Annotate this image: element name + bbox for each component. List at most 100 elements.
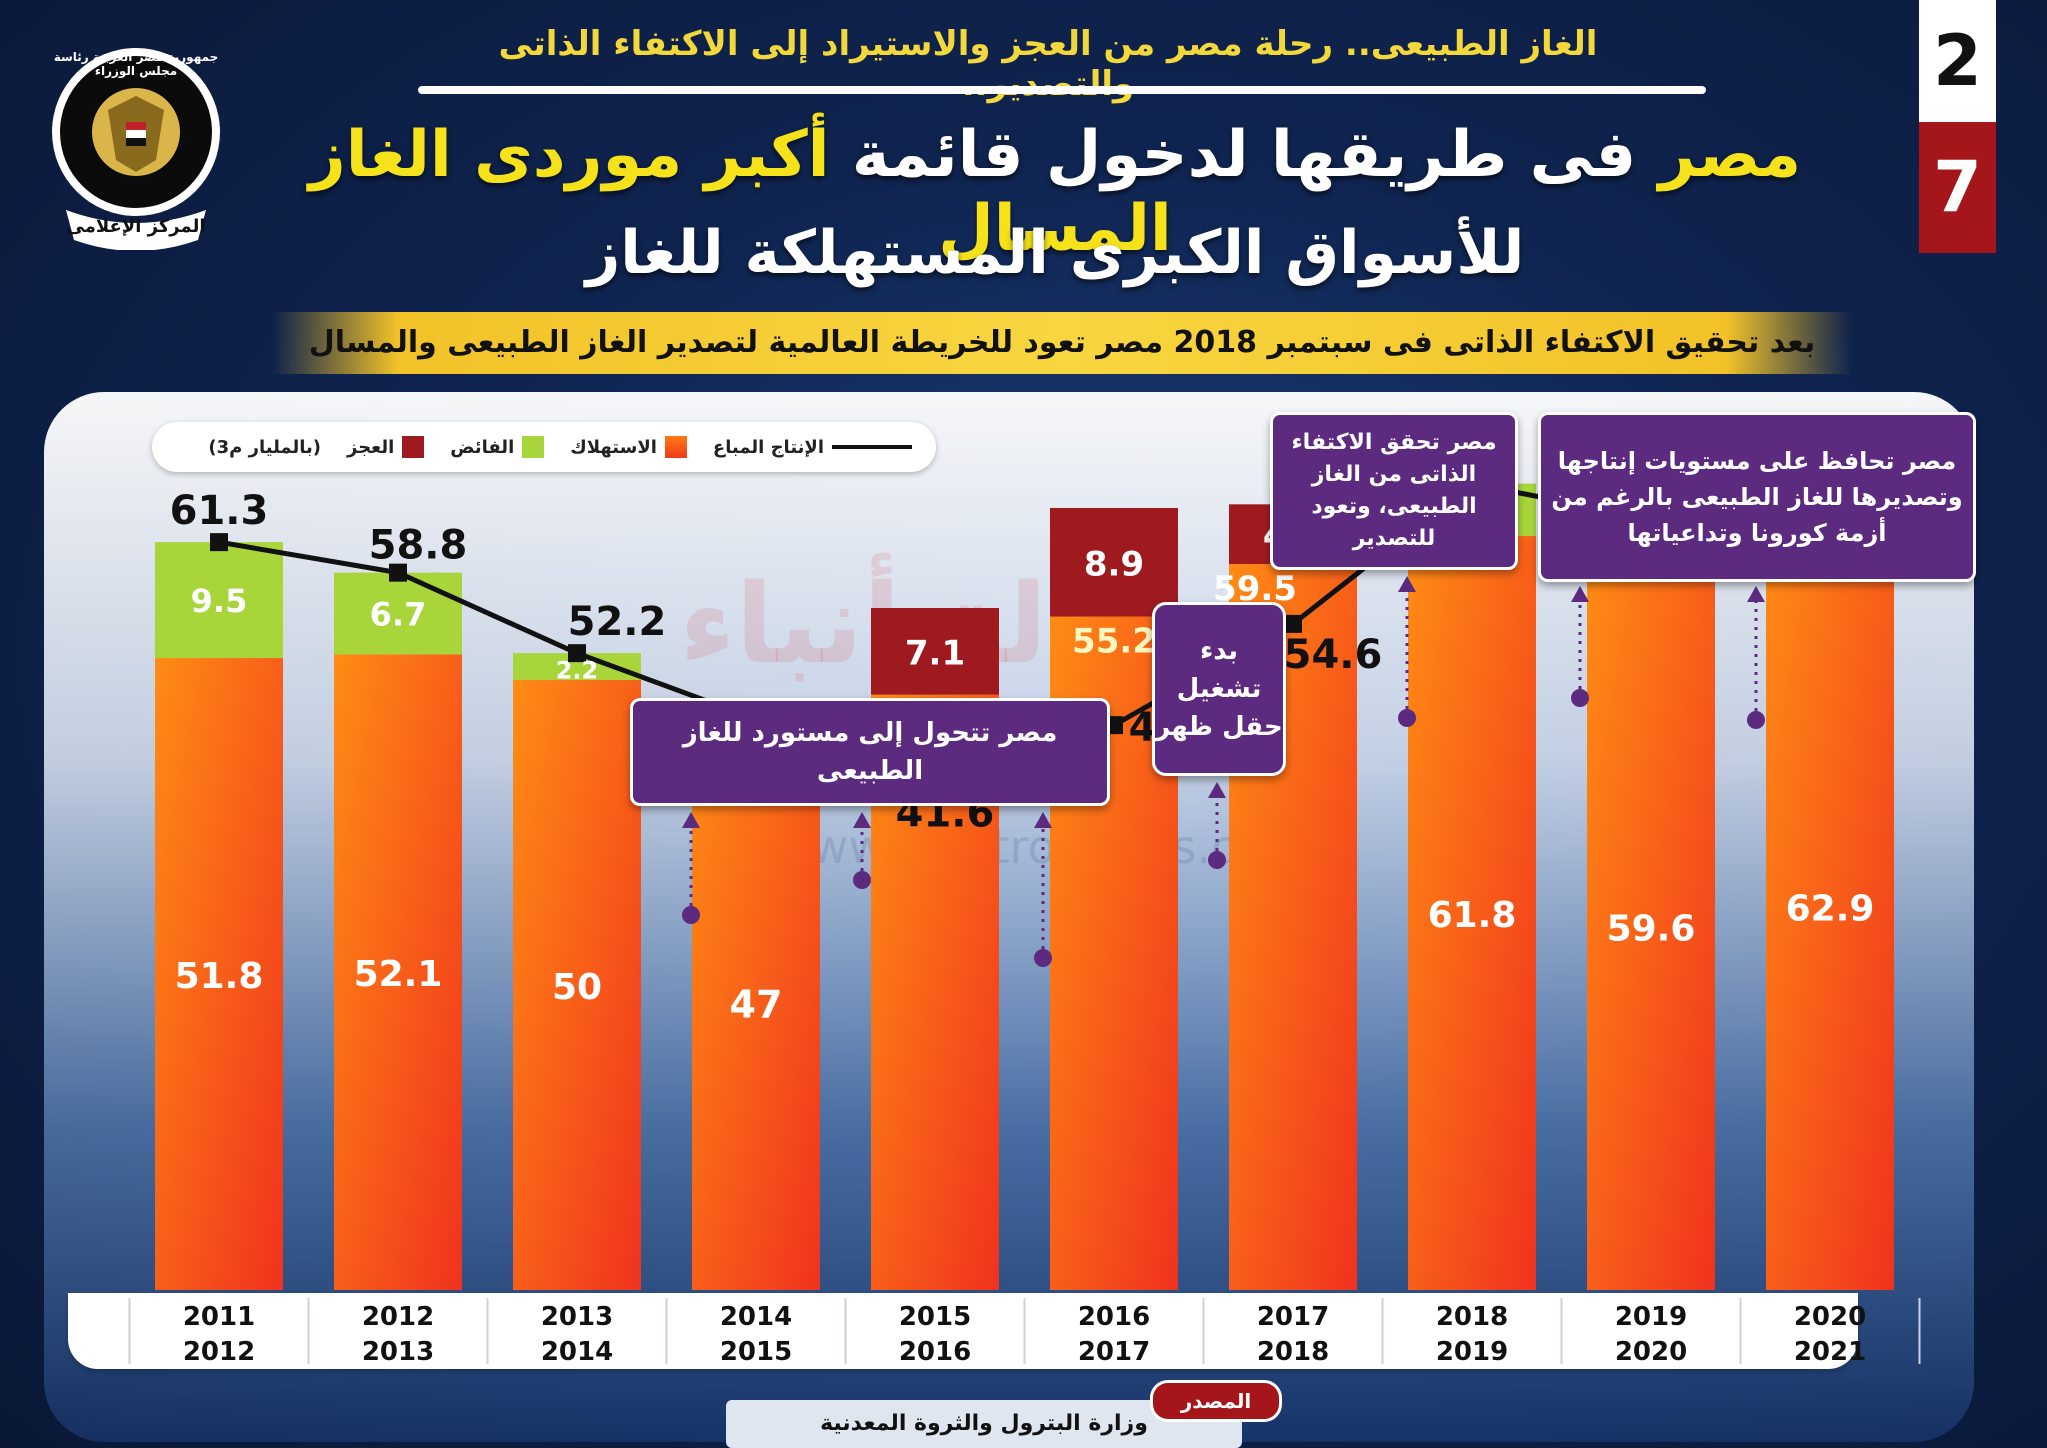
x-tick-label: 2017 [1257, 1302, 1329, 1332]
legend-item-production: الإنتاج المباع [713, 437, 912, 458]
callout-self-sufficiency: مصر تحقق الاكتفاء الذاتى من الغاز الطبيع… [1270, 412, 1518, 570]
page-title: مصر فى طريقها لدخول قائمة أكبر موردى الغ… [300, 118, 1810, 266]
x-tick-label: 2017 [1078, 1337, 1150, 1367]
x-tick-label: 2016 [1078, 1302, 1150, 1332]
leader-dot [853, 871, 871, 889]
data-label-production: 61.3 [170, 488, 269, 534]
bar-surplus [155, 542, 283, 659]
page-title-line2: للأسواق الكبرى المستهلكة للغاز [585, 218, 1525, 288]
callout-zohr: بدء تشغيل حقل ظهر [1152, 602, 1286, 776]
bar-deficit [871, 608, 999, 695]
leader-arrow [1571, 586, 1589, 602]
page-number-bottom: 7 [1919, 122, 1996, 253]
leader-arrow [1398, 576, 1416, 592]
leader-dot [1747, 711, 1765, 729]
data-label-consumption: 47 [730, 982, 783, 1026]
legend-item-deficit: العجز [347, 436, 425, 458]
title-word-egypt: مصر [1658, 118, 1802, 192]
bar-consumption [1408, 536, 1536, 1290]
x-tick-label: 2013 [541, 1302, 613, 1332]
chart-legend: الإنتاج المباع الاستهلاك الفائض العجز (ب… [152, 422, 936, 472]
production-marker [568, 644, 586, 663]
source-label: المصدر [1150, 1380, 1282, 1422]
legend-swatch-deficit [402, 436, 425, 458]
logo-ring-text: جمهورية مصر العربية رئاسة مجلس الوزراء [53, 50, 219, 78]
header-top-line: الغاز الطبيعى.. رحلة مصر من العجز والاست… [498, 24, 1598, 104]
x-tick-label: 2015 [720, 1337, 792, 1367]
data-label-consumption: 61.8 [1428, 895, 1517, 936]
x-tick-label: 2021 [1794, 1337, 1866, 1367]
legend-item-consumption: الاستهلاك [570, 436, 687, 458]
leaders-layer [682, 576, 1765, 967]
legend-unit: (بالمليار م3) [208, 437, 321, 458]
bar-consumption [334, 654, 462, 1290]
logo-banner-text: المركز الإعلامى [66, 216, 206, 237]
subtitle: بعد تحقيق الاكتفاء الذاتى فى سبتمبر 2018… [308, 325, 1816, 360]
leader-arrow [1208, 782, 1226, 798]
x-tick-label: 2014 [541, 1337, 613, 1367]
header-divider [418, 86, 1706, 94]
data-label-production: 58.8 [369, 523, 468, 569]
data-label-consumption: 59.6 [1607, 908, 1696, 949]
production-marker [389, 563, 407, 582]
x-tick-label: 2012 [183, 1337, 255, 1367]
year-axis-band [68, 1293, 1858, 1369]
page-number-top: 2 [1919, 0, 1996, 122]
x-tick-label: 2018 [1436, 1302, 1508, 1332]
legend-item-surplus: الفائض [450, 436, 545, 458]
title-word-end: أكبر موردى الغاز المسال [308, 118, 1172, 266]
leader-dot [1398, 709, 1416, 727]
legend-unit-label: (بالمليار م3) [208, 436, 322, 458]
legend-swatch-consumption [664, 436, 687, 458]
data-label-surplus: 2.2 [556, 657, 599, 685]
production-marker [210, 533, 228, 552]
data-label-consumption: 62.9 [1786, 888, 1875, 929]
bar-consumption [1587, 562, 1715, 1290]
title-word-middle: فى طريقها لدخول قائمة [851, 118, 1637, 192]
x-tick-label: 2019 [1615, 1302, 1687, 1332]
x-tick-label: 2011 [183, 1302, 255, 1332]
leader-arrow [1747, 586, 1765, 602]
legend-label-production: الإنتاج المباع [712, 436, 824, 458]
data-label-consumption: 52.1 [354, 954, 443, 995]
data-label-consumption: 50 [552, 967, 602, 1008]
x-tick-label: 2020 [1794, 1302, 1866, 1332]
data-label-deficit: 7.1 [905, 633, 965, 673]
page-number: 2 7 [1919, 0, 1996, 253]
subtitle-bar [272, 312, 1852, 374]
callout-covid: مصر تحافظ على مستويات إنتاجها وتصديرها ل… [1538, 412, 1976, 582]
x-tick-label: 2019 [1436, 1337, 1508, 1367]
leader-dot [682, 906, 700, 924]
leader-dot [1208, 851, 1226, 869]
data-label-consumption: 55.2 [1072, 622, 1156, 662]
leader-arrow [853, 812, 871, 828]
data-label-deficit: 8.9 [1084, 544, 1144, 584]
leader-dot [1571, 689, 1589, 707]
bar-consumption [513, 680, 641, 1290]
x-tick-label: 2016 [899, 1337, 971, 1367]
legend-swatch-surplus [522, 436, 545, 458]
x-tick-label: 2014 [720, 1302, 792, 1332]
leader-dot [1034, 949, 1052, 967]
legend-label-deficit: العجز [347, 436, 395, 458]
bar-surplus [334, 572, 462, 655]
data-label-production: 54.6 [1284, 632, 1383, 678]
legend-label-consumption: الاستهلاك [570, 436, 657, 458]
legend-line-swatch [832, 445, 912, 449]
production-marker [1284, 614, 1302, 633]
cabinet-logo: جمهورية مصر العربية رئاسة مجلس الوزراء ا… [48, 40, 224, 251]
bar-consumption [692, 716, 820, 1290]
data-label-surplus: 6.7 [370, 596, 427, 634]
callout-importer: مصر تتحول إلى مستورد للغاز الطبيعى [630, 698, 1110, 806]
leader-arrow [1034, 812, 1052, 828]
data-label-consumption: 51.8 [175, 956, 264, 997]
bar-consumption [1766, 522, 1894, 1290]
x-tick-label: 2012 [362, 1302, 434, 1332]
x-tick-label: 2013 [362, 1337, 434, 1367]
legend-label-surplus: الفائض [450, 436, 515, 458]
x-tick-label: 2020 [1615, 1337, 1687, 1367]
leader-arrow [682, 812, 700, 828]
x-tick-label: 2015 [899, 1302, 971, 1332]
x-tick-label: 2018 [1257, 1337, 1329, 1367]
data-label-surplus: 9.5 [191, 582, 248, 620]
